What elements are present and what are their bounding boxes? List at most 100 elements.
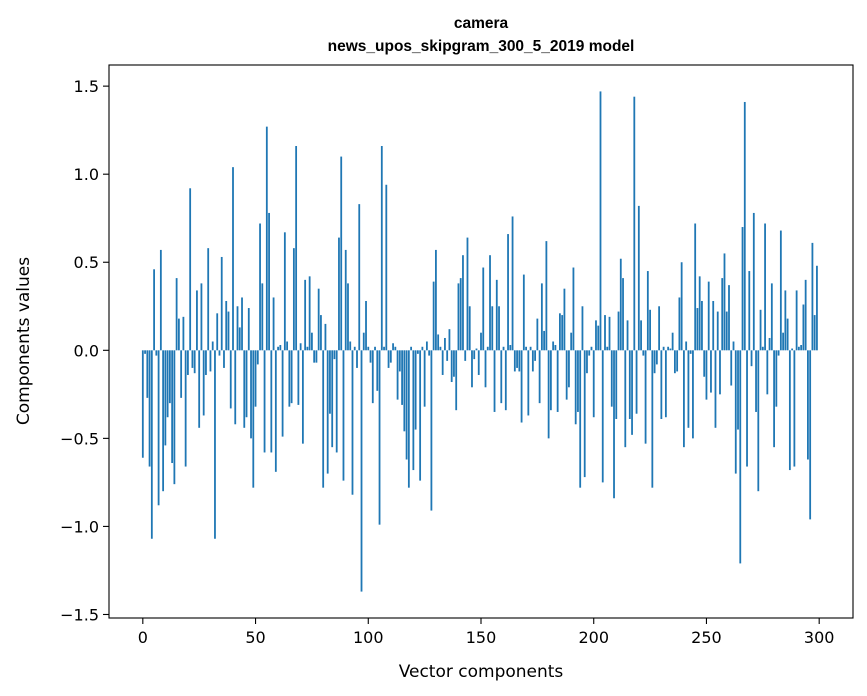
bar [270, 350, 273, 453]
bar [464, 350, 467, 361]
bar [592, 350, 595, 418]
bar [295, 146, 298, 351]
bar [741, 227, 744, 351]
bar [238, 327, 241, 351]
bar [626, 320, 629, 351]
x-tick-label: 50 [245, 628, 265, 647]
bar [502, 346, 505, 351]
bar [565, 350, 568, 400]
bar [613, 350, 615, 499]
bar [716, 311, 719, 351]
bar [331, 350, 334, 448]
bar [207, 248, 210, 351]
bar [225, 300, 228, 351]
bar [385, 184, 388, 351]
bar [378, 350, 381, 525]
bar [635, 350, 638, 414]
bar [543, 330, 546, 351]
y-tick-label: 0.0 [74, 341, 99, 360]
chart-title: camera [454, 15, 509, 32]
bar [788, 350, 791, 471]
bar [437, 334, 440, 351]
bar [261, 283, 264, 351]
bar [439, 346, 442, 351]
bar [335, 350, 338, 453]
bar [292, 248, 295, 351]
bar [504, 350, 507, 411]
bar [649, 309, 651, 351]
bar [775, 350, 778, 407]
bar [392, 343, 394, 351]
bar [522, 274, 525, 351]
bar [816, 265, 818, 351]
bar [549, 350, 552, 411]
x-tick-label: 150 [466, 628, 497, 647]
bar [396, 350, 399, 400]
bar [196, 290, 198, 351]
bar [326, 350, 329, 474]
bar [482, 267, 485, 351]
bar [606, 346, 609, 351]
chart-subtitle: news_upos_skipgram_300_5_2019 model [328, 38, 635, 55]
bar [653, 350, 656, 374]
bar [383, 346, 385, 351]
bar [180, 350, 183, 398]
bar [651, 350, 654, 488]
bar [209, 350, 212, 372]
bar [177, 318, 180, 351]
bar [175, 278, 178, 351]
bar [317, 288, 320, 351]
bar [173, 350, 176, 485]
bar [157, 350, 160, 506]
bar [644, 350, 647, 444]
bar [419, 350, 422, 481]
bar [144, 350, 146, 354]
bar [216, 313, 219, 351]
bar [288, 350, 291, 407]
bar [441, 350, 444, 375]
bar [290, 350, 293, 404]
bar [739, 350, 742, 564]
bar [568, 350, 570, 388]
bar [734, 350, 737, 474]
bar [619, 258, 622, 351]
bar [667, 346, 670, 351]
bar [265, 126, 268, 351]
bar [214, 350, 216, 539]
y-tick-label: −1.5 [60, 605, 99, 624]
bar [536, 318, 539, 351]
bar [811, 242, 814, 351]
bar [732, 341, 735, 351]
bar [561, 315, 564, 351]
bar [723, 253, 726, 351]
bar [380, 146, 383, 351]
bar [615, 350, 618, 419]
bar [200, 283, 203, 351]
bar [462, 255, 464, 351]
bar [349, 341, 352, 351]
bar [166, 350, 169, 418]
bar [809, 350, 812, 520]
bar [719, 350, 721, 395]
bar [509, 345, 512, 351]
bar [229, 350, 232, 409]
bar [457, 283, 460, 351]
bar [563, 288, 566, 351]
bar [705, 350, 708, 400]
bar-series [141, 91, 818, 592]
bar [646, 271, 649, 351]
bar [624, 350, 627, 448]
bar [232, 167, 234, 351]
bar [813, 315, 816, 351]
bar [547, 350, 550, 439]
bar [507, 234, 509, 351]
bar [198, 350, 201, 428]
bar [671, 332, 674, 351]
bar [764, 223, 766, 351]
bar [468, 306, 471, 351]
bar [306, 346, 309, 351]
bar [211, 341, 214, 351]
bar [159, 249, 162, 351]
bar [220, 256, 223, 351]
bar [588, 350, 591, 356]
